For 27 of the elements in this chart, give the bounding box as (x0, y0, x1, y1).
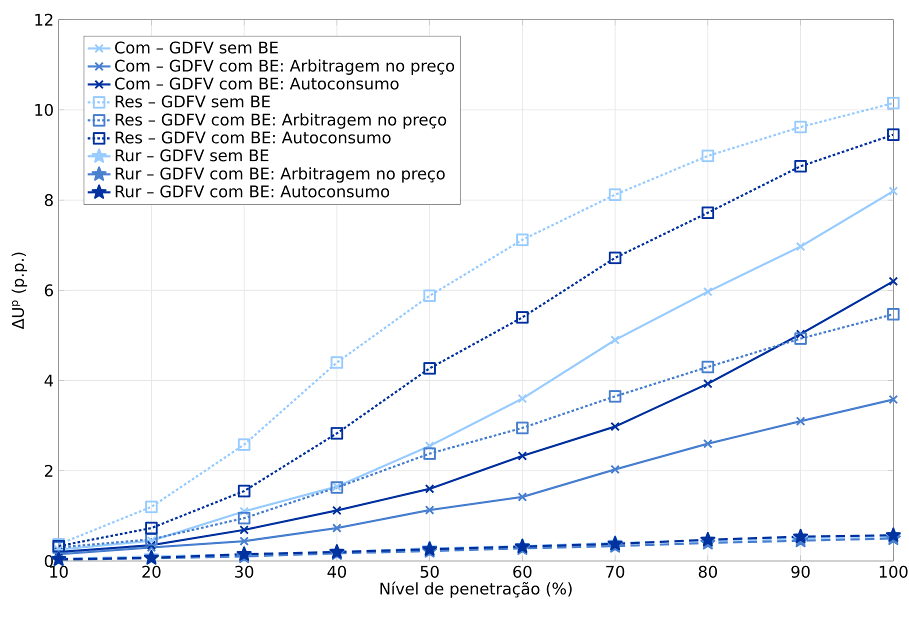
legend-label: Com – GDFV com BE: Arbitragem no preço (115, 59, 454, 75)
x-tick-label: 80 (698, 566, 717, 578)
x-tick-label: 70 (606, 566, 624, 578)
y-tick-label: 8 (44, 194, 53, 206)
y-tick-label: 6 (44, 284, 53, 296)
legend-label: Res – GDFV com BE: Arbitragem no preço (116, 113, 446, 129)
x-tick-label: 90 (791, 566, 810, 578)
legend-label: Com – GDFV com BE: Autoconsumo (115, 78, 399, 90)
x-axis-title: Nível de penetração (%) (380, 582, 572, 598)
y-tick-label: 10 (35, 104, 53, 116)
legend-label: Rur – GDFV com BE: Arbitragem no preço (116, 167, 445, 183)
y-tick-label: 12 (35, 14, 52, 26)
legend-label: Res – GDFV com BE: Autoconsumo (116, 131, 391, 144)
legend-label: Rur – GDFV sem BE (116, 149, 268, 162)
y-tick-label: 4 (44, 374, 54, 386)
x-tick-label: 50 (420, 566, 439, 578)
legend-label: Res – GDFV sem BE (116, 95, 270, 108)
x-tick-label: 100 (880, 566, 908, 578)
y-tick-label: 2 (44, 464, 52, 477)
y-tick-label: 0 (44, 554, 53, 568)
x-tick-label: 60 (513, 566, 532, 578)
legend-label: Rur – GDFV com BE: Autoconsumo (116, 185, 390, 198)
legend-label: Com – GDFV sem BE (115, 42, 278, 54)
x-tick-label: 20 (142, 566, 161, 578)
x-tick-label: 40 (327, 566, 346, 578)
x-tick-label: 30 (235, 566, 254, 578)
y-axis-title: ΔU$^{p}$ (p.p.) (12, 252, 28, 330)
